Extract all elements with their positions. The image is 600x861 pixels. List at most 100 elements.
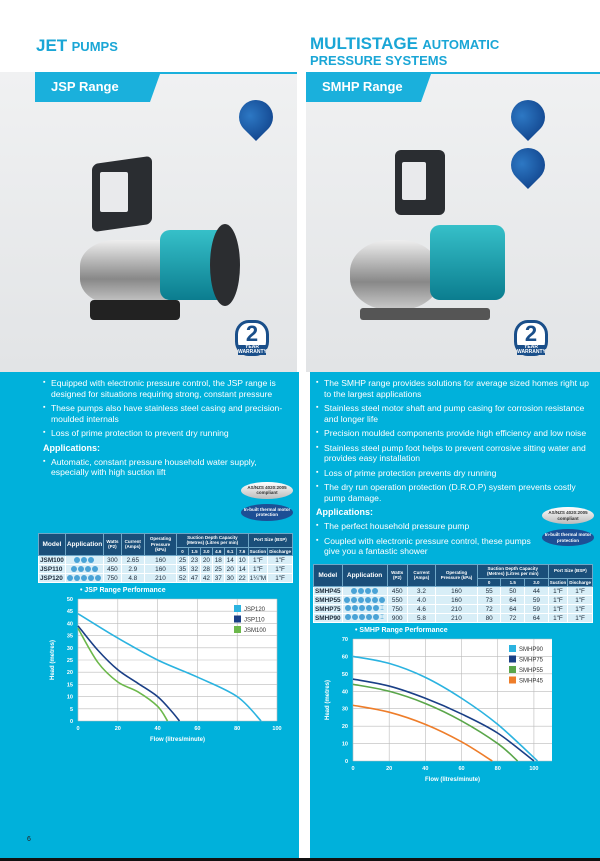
divider (306, 72, 600, 74)
jet-pumps-title: JET PUMPS (36, 36, 118, 56)
application-cell (341, 586, 388, 596)
thermal-protection-badge: In-built thermal motor protection (241, 503, 293, 521)
pressure-cell: 210 (143, 573, 178, 583)
pressure-cell: 160 (435, 586, 478, 596)
flow-cell: 18 (211, 555, 225, 565)
y-tick-label: 70 (342, 637, 348, 643)
application-icon (359, 605, 366, 612)
column-header-model: Model (313, 563, 343, 587)
flow-cell: 80 (476, 613, 502, 623)
flow-cell: 25 (211, 564, 225, 574)
application-icon (352, 614, 359, 621)
legend-label: SMHP45 (519, 679, 544, 685)
flow-cell: 47 (188, 573, 201, 583)
column-header-application: Application (341, 563, 388, 587)
legend-label: JSP110 (244, 618, 265, 624)
discharge-port-cell: 1"F (267, 555, 293, 565)
column-header-suction: Suction Depth Capacity (Metres) (Litres … (476, 563, 549, 579)
table-row: SMHP45 450 3.2 160 55 50 44 1"F 1"F (313, 586, 593, 596)
legend-swatch (234, 626, 241, 633)
application-cell (64, 564, 105, 574)
application-icon (95, 574, 101, 581)
chart-title: • JSP Range Performance (80, 587, 166, 594)
feature-item: The dry run operation protection (D.R.O.… (316, 482, 594, 503)
warranty-text: YEAR WARRANTY (238, 344, 267, 355)
x-tick-label: 60 (458, 766, 464, 772)
chart-title: • SMHP Range Performance (355, 627, 448, 634)
suction-port-cell: 1"F (547, 604, 569, 614)
application-icon (88, 556, 94, 563)
table-row: SMHP55 550 4.0 160 73 64 59 1"F 1"F (313, 595, 593, 605)
jsp-pump-image (80, 155, 250, 320)
watts-cell: 750 (386, 604, 408, 614)
amps-cell: 3.2 (406, 586, 437, 596)
table-row: SMHP75 ⌶ 750 4.6 210 72 64 59 1"F 1"F (313, 604, 593, 614)
model-cell: SMHP90 (313, 613, 343, 623)
suction-port-cell: 1"F (547, 595, 569, 605)
x-tick-label: 60 (194, 726, 200, 732)
legend-label: SMHP90 (519, 647, 544, 653)
application-icon (88, 574, 94, 581)
divider (35, 72, 297, 74)
y-tick-label: 10 (67, 695, 73, 701)
legend-label: SMHP55 (519, 668, 544, 674)
flow-cell: 22 (235, 573, 249, 583)
series-line-smhp55 (352, 683, 519, 762)
warranty-number: 2 (524, 321, 538, 346)
flow-cell: 35 (176, 564, 189, 574)
column-header-pressure: Operating Pressure (kPa) (435, 563, 478, 587)
application-item: Automatic, constant pressure household w… (43, 457, 293, 478)
amps-cell: 4.6 (406, 604, 437, 614)
jsp-features-list: Equipped with electronic pressure contro… (43, 378, 293, 439)
application-item: The perfect household pressure pump (316, 521, 594, 532)
x-tick-label: 40 (155, 726, 161, 732)
application-icon (357, 596, 364, 603)
watts-cell: 750 (103, 573, 122, 583)
chart-title-text: JSP Range Performance (84, 587, 166, 594)
flow-cell: 20 (223, 564, 237, 574)
flow-cell: 32 (188, 564, 201, 574)
depth-header: 1.5 (500, 577, 526, 587)
flow-cell: 73 (476, 595, 502, 605)
application-icon (371, 587, 378, 594)
jsp-spec-table: Model Application Watts (P2) Current (Amps)… (38, 532, 294, 583)
model-cell: JSP110 (38, 564, 66, 574)
application-icon (366, 605, 373, 612)
flow-cell: 20 (199, 555, 213, 565)
flow-cell: 72 (476, 604, 502, 614)
flow-cell: 42 (199, 573, 213, 583)
flow-cell: 64 (524, 613, 549, 623)
flow-cell: 23 (188, 555, 201, 565)
warranty-text: YEAR WARRANTY (517, 344, 546, 355)
depth-header: 1.5 (188, 546, 201, 556)
y-tick-label: 45 (67, 609, 73, 615)
column-header-port_suction: Suction (247, 546, 269, 556)
feature-item: Stainless steel motor shaft and pump cas… (316, 403, 594, 424)
application-icon (67, 574, 73, 581)
y-tick-label: 20 (67, 670, 73, 676)
legend-label: SMHP75 (519, 658, 544, 664)
flow-cell: 55 (476, 586, 502, 596)
series-line-smhp75 (352, 678, 535, 762)
chart-title-text: SMHP Range Performance (359, 627, 448, 634)
amps-cell: 5.8 (406, 613, 437, 623)
suction-port-cell: 1"F (547, 613, 569, 623)
x-tick-label: 0 (351, 766, 354, 772)
application-cell (64, 573, 105, 583)
discharge-port-cell: 1"F (567, 613, 593, 623)
application-icon (345, 605, 352, 612)
flow-cell: 25 (176, 555, 189, 565)
flow-cell: 72 (500, 613, 526, 623)
smhp-range-tab: SMHP Range (306, 74, 431, 102)
title-bold: MULTISTAGE (310, 34, 418, 53)
x-tick-label: 20 (115, 726, 121, 732)
model-cell: JSM100 (38, 555, 66, 565)
application-icon (373, 605, 380, 612)
legend-swatch (509, 645, 516, 652)
y-axis-label: Head (metres) (50, 640, 56, 680)
application-icon (350, 587, 357, 594)
smhp-applications: AS/NZS 4020:2005 compliant In-built ther… (316, 507, 594, 561)
amps-cell: 2.9 (120, 564, 145, 574)
feature-item: Stainless steel pump foot helps to preve… (316, 443, 594, 464)
metres-label: (Metres) (Litres per min) (186, 540, 239, 545)
